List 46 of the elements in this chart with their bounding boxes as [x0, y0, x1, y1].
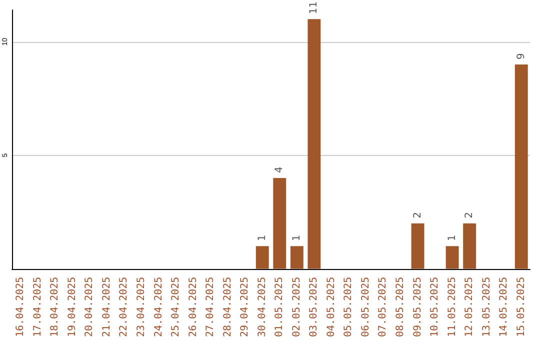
data-label: 4	[274, 166, 286, 173]
x-tick-label: 08.05.2025	[395, 276, 406, 338]
x-tick-label: 19.04.2025	[66, 276, 78, 338]
data-label: 9	[516, 53, 527, 60]
bar	[514, 64, 528, 269]
x-tick-label: 20.04.2025	[84, 276, 96, 338]
x-tick-label: 12.05.2025	[464, 276, 476, 338]
x-tick-label: 07.05.2025	[378, 276, 389, 338]
x-tick-label: 18.04.2025	[50, 276, 61, 338]
x-tick-label: 15.05.2025	[516, 276, 527, 338]
x-tick-label: 02.05.2025	[291, 276, 302, 338]
x-tick-label: 04.05.2025	[326, 276, 337, 338]
x-tick-label: 01.05.2025	[274, 276, 286, 338]
data-label: 11	[308, 1, 320, 14]
data-label: 1	[291, 234, 302, 242]
bar	[256, 246, 269, 269]
x-tick-label: 28.04.2025	[222, 276, 234, 338]
x-tick-label: 10.05.2025	[430, 276, 441, 338]
bar	[463, 223, 476, 269]
x-tick-label: 09.05.2025	[412, 276, 424, 338]
bar	[273, 178, 286, 269]
x-tick-label: 05.05.2025	[343, 276, 354, 338]
x-tick-label: 30.04.2025	[256, 276, 268, 338]
x-tick-label: 23.04.2025	[136, 276, 147, 338]
x-tick-label: 25.04.2025	[170, 276, 182, 338]
x-tick-label: 22.04.2025	[118, 276, 130, 338]
x-tick-label: 26.04.2025	[188, 276, 199, 338]
data-label: 2	[464, 212, 476, 218]
x-tick-label: 27.04.2025	[205, 276, 216, 338]
bar	[290, 246, 304, 269]
x-tick-label: 21.04.2025	[101, 276, 112, 338]
x-tick-label: 13.05.2025	[481, 276, 492, 338]
x-tick-label: 03.05.2025	[308, 276, 320, 338]
data-label: 2	[412, 212, 424, 218]
x-tick-label: 16.04.2025	[15, 276, 26, 338]
x-tick-label: 06.05.2025	[360, 276, 372, 338]
x-tick-label: 17.04.2025	[32, 276, 44, 338]
bar	[411, 223, 424, 269]
x-tick-label: 29.04.2025	[240, 276, 251, 338]
data-label: 1	[256, 234, 268, 242]
x-tick-label: 24.04.2025	[153, 276, 164, 338]
x-tick-label: 11.05.2025	[446, 276, 458, 338]
bar	[308, 19, 321, 269]
x-tick-label: 14.05.2025	[498, 276, 510, 338]
data-label: 1	[446, 234, 458, 242]
bar	[446, 246, 459, 269]
